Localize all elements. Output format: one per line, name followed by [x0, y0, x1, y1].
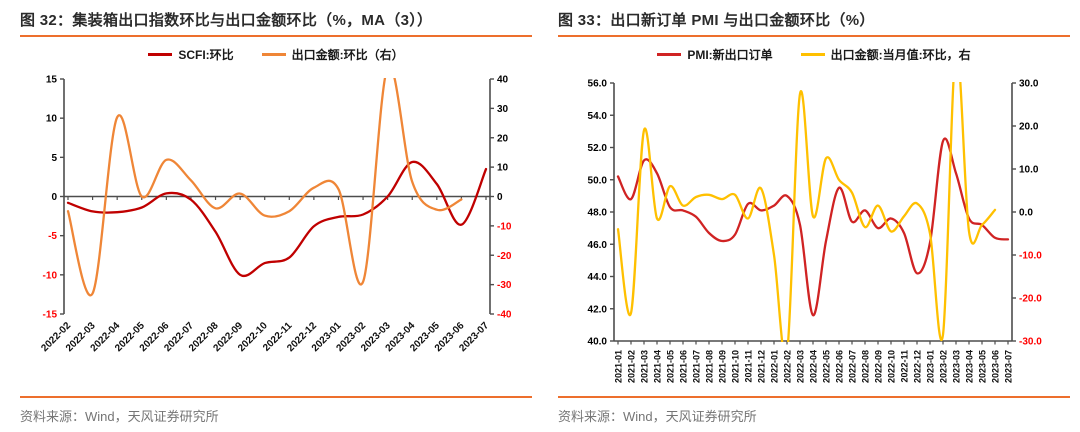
svg-text:2021-10: 2021-10: [731, 350, 741, 383]
legend-label-export-mom: 出口金额:环比（右）: [291, 48, 404, 62]
svg-text:2022-01: 2022-01: [770, 350, 780, 383]
svg-text:2022-08: 2022-08: [861, 350, 871, 383]
svg-text:10: 10: [46, 114, 58, 125]
svg-text:2023-05: 2023-05: [978, 350, 988, 383]
figure-33-title: 图 33：出口新订单 PMI 与出口金额环比（%）: [558, 12, 875, 29]
svg-text:44.0: 44.0: [588, 272, 608, 283]
svg-text:-5: -5: [48, 231, 57, 242]
svg-text:2023-01: 2023-01: [926, 350, 936, 383]
svg-text:2022-03: 2022-03: [796, 350, 806, 383]
svg-text:40: 40: [497, 75, 509, 86]
svg-text:15: 15: [46, 75, 58, 86]
svg-text:2022-12: 2022-12: [913, 350, 923, 383]
legend-swatch-export-mom: [261, 53, 286, 56]
svg-text:2022-02: 2022-02: [783, 350, 793, 383]
svg-text:2022-09: 2022-09: [874, 350, 884, 383]
legend-swatch-pmi: [657, 53, 682, 56]
svg-text:-10: -10: [43, 270, 58, 281]
svg-text:46.0: 46.0: [588, 240, 608, 251]
svg-text:56.0: 56.0: [588, 79, 608, 90]
figure-33-legend: PMI:新出口订单 出口金额:当月值:环比，右: [558, 47, 1070, 62]
svg-text:52.0: 52.0: [588, 143, 608, 154]
figure-33-chart: 40.0 42.0 44.0 46.0 48.0 50.0 52.0 54.0 56.0 -30.…: [588, 79, 1043, 384]
svg-text:-10: -10: [497, 221, 512, 232]
svg-text:2022-04: 2022-04: [809, 350, 819, 383]
legend-label-export-current-mom: 出口金额:当月值:环比，右: [830, 48, 971, 62]
svg-text:2021-03: 2021-03: [640, 350, 650, 383]
figure-32-chart: -15-10-5051015-40-30-20-100102030402022-…: [39, 75, 512, 355]
svg-text:2023-02: 2023-02: [939, 350, 949, 383]
svg-text:0: 0: [497, 192, 503, 203]
svg-text:10: 10: [497, 163, 509, 174]
svg-text:2023-03: 2023-03: [952, 350, 962, 383]
svg-text:2021-06: 2021-06: [679, 350, 689, 383]
svg-text:50.0: 50.0: [588, 175, 608, 186]
svg-text:2021-01: 2021-01: [614, 350, 624, 383]
svg-text:2021-11: 2021-11: [744, 350, 754, 383]
legend-swatch-scfi: [148, 53, 173, 56]
svg-text:2022-06: 2022-06: [835, 350, 845, 383]
svg-text:2021-09: 2021-09: [718, 350, 728, 383]
legend-label-scfi: SCFI:环比: [178, 48, 234, 62]
legend-item-pmi: PMI:新出口订单: [657, 46, 773, 63]
figure-32-footer-rule: [20, 396, 532, 398]
svg-text:2021-04: 2021-04: [653, 350, 663, 383]
svg-text:-30: -30: [497, 280, 512, 291]
legend-item-export-mom: 出口金额:环比（右）: [261, 46, 404, 63]
svg-text:-20: -20: [497, 251, 512, 262]
figure-32-source: 资料来源：Wind，天风证券研究所: [20, 409, 219, 424]
svg-text:40.0: 40.0: [588, 337, 608, 348]
svg-text:10.0: 10.0: [1019, 165, 1039, 176]
legend-item-export-current-mom: 出口金额:当月值:环比，右: [800, 46, 971, 63]
figure-33-title-rule: [558, 35, 1070, 37]
svg-text:-30.0: -30.0: [1019, 337, 1042, 348]
figure-32-legend: SCFI:环比 出口金额:环比（右）: [20, 47, 532, 62]
svg-text:20.0: 20.0: [1019, 122, 1039, 133]
svg-text:48.0: 48.0: [588, 208, 608, 219]
figure-33-source: 资料来源：Wind，天风证券研究所: [558, 409, 757, 424]
figure-32-title-rule: [20, 35, 532, 37]
legend-item-scfi: SCFI:环比: [148, 46, 234, 63]
svg-text:2023-07: 2023-07: [1004, 350, 1014, 383]
svg-text:30.0: 30.0: [1019, 79, 1039, 90]
svg-text:2021-08: 2021-08: [705, 350, 715, 383]
figure-33-panel: 图 33：出口新订单 PMI 与出口金额环比（%） PMI:新出口订单 出口金额…: [558, 0, 1070, 425]
svg-text:-10.0: -10.0: [1019, 251, 1042, 262]
svg-text:2022-10: 2022-10: [887, 350, 897, 383]
svg-text:2023-04: 2023-04: [965, 350, 975, 383]
svg-text:2022-05: 2022-05: [822, 350, 832, 383]
legend-label-pmi: PMI:新出口订单: [687, 48, 773, 62]
svg-text:2022-07: 2022-07: [848, 350, 858, 383]
svg-text:20: 20: [497, 133, 509, 144]
svg-text:0.0: 0.0: [1019, 208, 1033, 219]
svg-text:-40: -40: [497, 310, 512, 321]
svg-text:5: 5: [51, 153, 57, 164]
figure-32-title: 图 32：集装箱出口指数环比与出口金额环比（%，MA（3））: [20, 12, 433, 29]
svg-text:2021-02: 2021-02: [627, 350, 637, 383]
svg-text:42.0: 42.0: [588, 304, 608, 315]
svg-text:0: 0: [51, 192, 57, 203]
figure-33-footer-rule: [558, 396, 1070, 398]
svg-text:-20.0: -20.0: [1019, 294, 1042, 305]
svg-text:54.0: 54.0: [588, 111, 608, 122]
svg-text:2021-05: 2021-05: [666, 350, 676, 383]
svg-text:-15: -15: [43, 310, 58, 321]
svg-text:2021-07: 2021-07: [692, 350, 702, 383]
figure-32-panel: 图 32：集装箱出口指数环比与出口金额环比（%，MA（3）） SCFI:环比 出…: [20, 0, 532, 425]
legend-swatch-export-current-mom: [800, 53, 825, 56]
svg-text:2023-06: 2023-06: [991, 350, 1001, 383]
svg-text:2022-11: 2022-11: [900, 350, 910, 383]
svg-text:2021-12: 2021-12: [757, 350, 767, 383]
svg-text:30: 30: [497, 104, 509, 115]
